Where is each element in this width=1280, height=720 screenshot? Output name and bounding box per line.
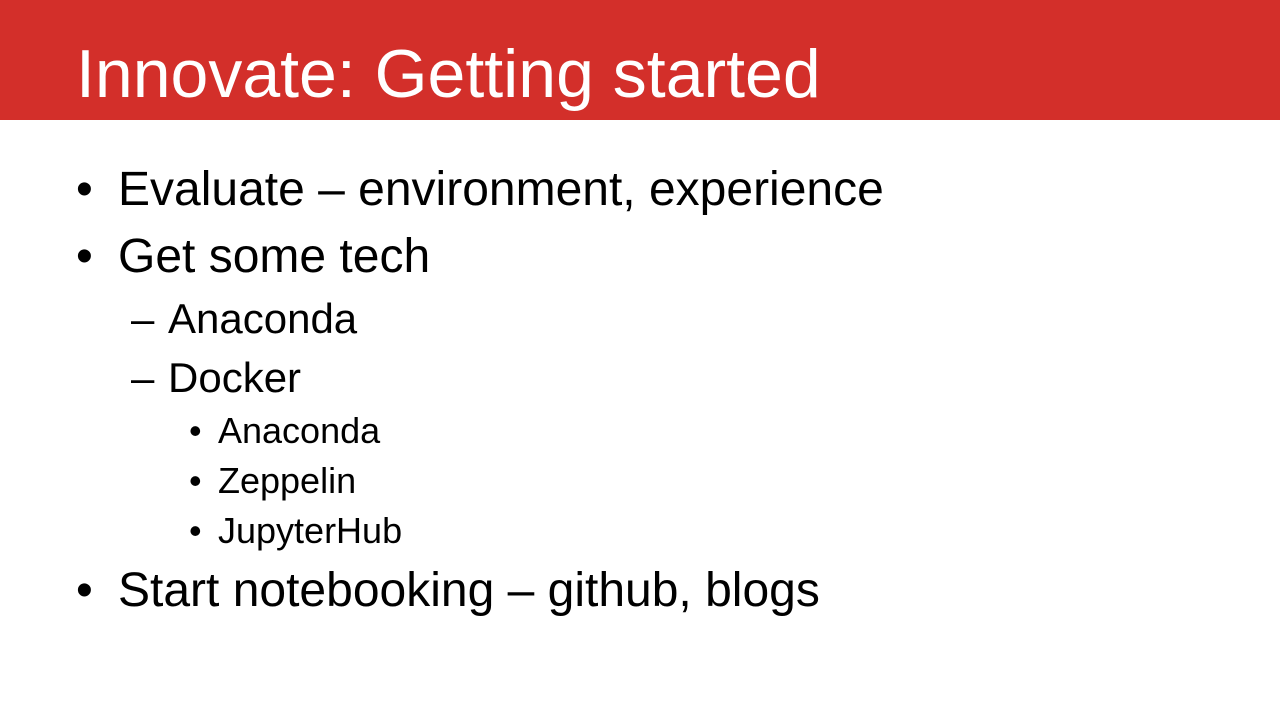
bullet-marker: • xyxy=(76,163,93,216)
sub-bullet-text: Anaconda xyxy=(168,295,358,342)
bullet-text: Evaluate – environment, experience xyxy=(118,163,884,216)
title-bar: Innovate: Getting started xyxy=(0,0,1280,120)
sub-sub-bullet-marker: • xyxy=(189,460,202,501)
bullet-marker: • xyxy=(76,230,93,283)
slide-title: Innovate: Getting started xyxy=(76,36,821,112)
sub-bullet-marker: – xyxy=(131,354,155,401)
sub-sub-bullet-text: JupyterHub xyxy=(218,510,403,551)
bullet-marker: • xyxy=(76,564,93,617)
bullet-text: Get some tech xyxy=(118,230,431,283)
sub-sub-bullet-text: Anaconda xyxy=(218,410,381,451)
sub-sub-bullet-marker: • xyxy=(189,410,202,451)
bullet-text: Start notebooking – github, blogs xyxy=(118,564,820,617)
sub-sub-bullet-text: Zeppelin xyxy=(218,460,357,501)
sub-bullet-text: Docker xyxy=(168,354,302,401)
sub-bullet-marker: – xyxy=(131,295,155,342)
sub-sub-bullet-marker: • xyxy=(189,510,202,551)
